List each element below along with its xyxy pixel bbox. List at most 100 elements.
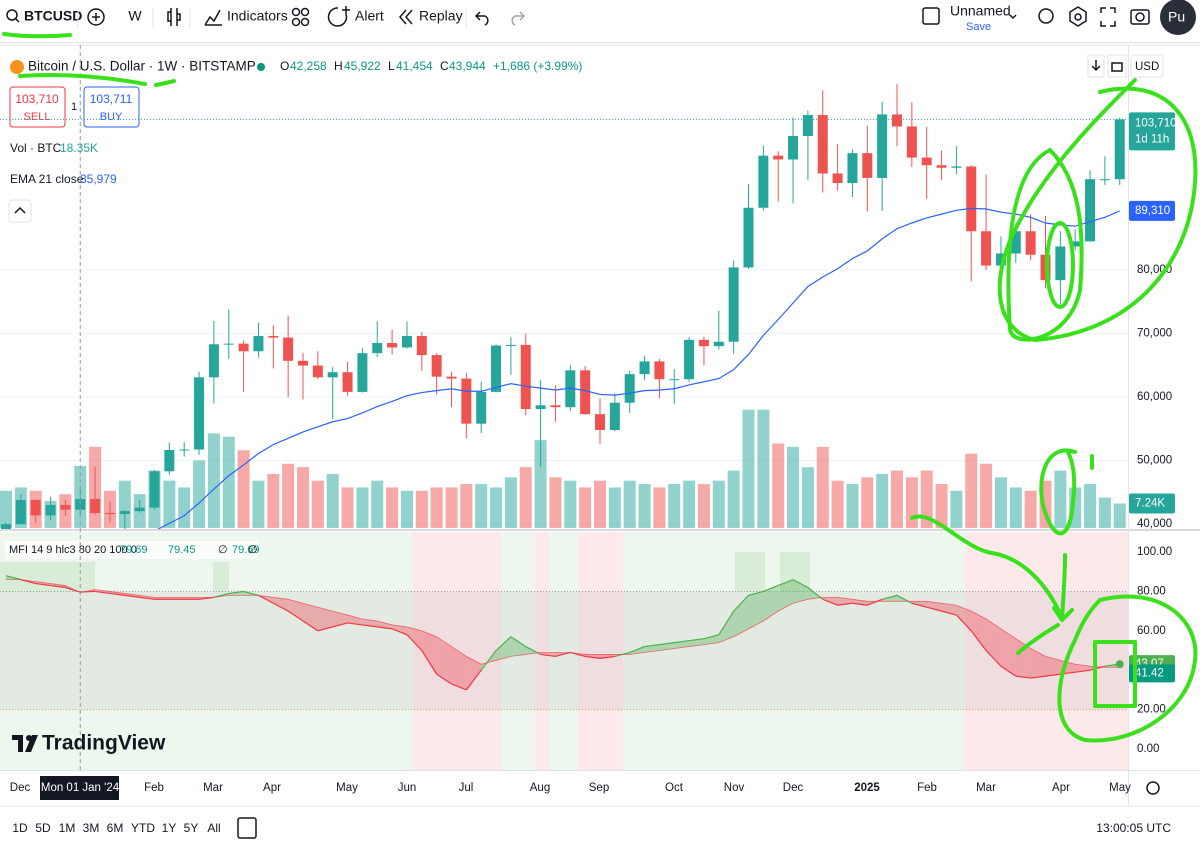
volume-bar xyxy=(683,480,696,528)
search-icon[interactable] xyxy=(6,9,18,21)
mfi-fill xyxy=(496,636,511,661)
redo[interactable] xyxy=(511,11,526,26)
range-button[interactable]: 6M xyxy=(107,821,124,835)
volume-bar xyxy=(564,480,577,528)
change: +1,686 (+3.99%) xyxy=(493,59,582,73)
replay-icon[interactable] xyxy=(399,9,413,25)
alert[interactable]: Alert xyxy=(355,8,384,24)
candle-body xyxy=(238,343,249,352)
layout-name[interactable]: Unnamed xyxy=(950,3,1011,19)
mfi-fill xyxy=(971,611,987,651)
axis-settings[interactable] xyxy=(1146,781,1160,795)
quick-search[interactable] xyxy=(1038,8,1054,24)
candle-body xyxy=(847,153,858,183)
snapshot[interactable] xyxy=(1130,9,1150,25)
candle-body xyxy=(817,115,828,174)
candle-body xyxy=(862,153,873,178)
undo[interactable] xyxy=(474,11,489,26)
time-axis-label: May xyxy=(1109,782,1131,794)
candle-body xyxy=(684,339,695,380)
mfi-line xyxy=(332,622,348,628)
layout-menu[interactable] xyxy=(1009,14,1017,20)
range-button[interactable]: 3M xyxy=(83,821,100,835)
add-symbol-icon xyxy=(92,13,100,21)
candle-body xyxy=(832,173,843,183)
volume-bar xyxy=(1113,503,1126,528)
save[interactable]: Save xyxy=(966,21,991,33)
candle-body xyxy=(372,343,383,354)
alert-icon[interactable] xyxy=(327,6,350,27)
fullscreen[interactable] xyxy=(1100,7,1116,27)
collapse-icon xyxy=(14,206,26,214)
templates-icon[interactable] xyxy=(291,7,310,27)
volume-legend[interactable]: Vol · BTC xyxy=(10,141,62,155)
mfi-line xyxy=(896,594,913,604)
collapse-legend[interactable] xyxy=(8,199,32,223)
currency-box[interactable] xyxy=(1130,54,1164,78)
range-button[interactable]: All xyxy=(207,821,220,835)
indicators-icon[interactable] xyxy=(204,9,222,26)
mfi-line xyxy=(50,584,66,589)
mfi-line xyxy=(287,610,304,622)
candle-body xyxy=(75,498,86,510)
candle-body xyxy=(951,166,962,168)
range-button[interactable]: 5Y xyxy=(184,821,199,835)
candle-body xyxy=(268,336,279,338)
avatar[interactable] xyxy=(1160,0,1196,35)
symbol-title[interactable]: Bitcoin / U.S. Dollar · 1W · BITSTAMP xyxy=(28,59,256,74)
candle-body xyxy=(936,165,947,168)
range-button[interactable]: 5D xyxy=(35,821,51,835)
candle-body xyxy=(60,504,71,510)
range-button[interactable]: YTD xyxy=(131,821,155,835)
chart-type[interactable] xyxy=(167,8,181,26)
mfi-fill xyxy=(763,585,779,621)
symbol[interactable]: BTCUSD xyxy=(24,8,82,24)
ema-legend[interactable]: EMA 21 close xyxy=(10,172,84,186)
interval[interactable]: W xyxy=(128,8,142,24)
replay[interactable]: Replay xyxy=(419,8,463,24)
ohlc-value: 45,922 xyxy=(344,59,381,73)
range-button[interactable]: 1D xyxy=(12,821,28,835)
volume-bar xyxy=(876,473,889,528)
volume-bar xyxy=(638,484,651,528)
mfi-last-dot xyxy=(1115,660,1124,669)
download-btn[interactable] xyxy=(1087,54,1105,78)
mfi-line xyxy=(480,650,497,671)
indicators[interactable]: Indicators xyxy=(227,8,288,24)
range-button[interactable]: 1Y xyxy=(162,821,177,835)
mfi-fill xyxy=(288,599,303,621)
volume-bar xyxy=(697,484,710,528)
volume-bar xyxy=(980,463,993,528)
mfi-line xyxy=(451,683,467,691)
volume-last-label-box xyxy=(1129,493,1175,514)
volume-bar xyxy=(326,473,339,528)
logo xyxy=(26,735,32,741)
range-button[interactable]: 1M xyxy=(59,821,76,835)
candle-body xyxy=(654,361,665,380)
currency[interactable]: USD xyxy=(1135,61,1159,73)
mfi-legend[interactable]: MFI 14 9 hlc3 80 20 100 0 xyxy=(9,544,137,556)
volume-bar xyxy=(712,480,725,528)
volume-bar xyxy=(772,443,785,528)
candle-body xyxy=(520,344,531,410)
candle-body xyxy=(461,378,472,424)
volume-bar xyxy=(787,446,800,528)
mfi-line xyxy=(674,640,690,644)
layout-icon[interactable] xyxy=(922,7,940,25)
candle-body xyxy=(892,114,902,127)
volume-bar xyxy=(282,463,295,528)
sell-button[interactable] xyxy=(9,86,66,128)
ohlc-value: 41,454 xyxy=(396,59,433,73)
lock-btn[interactable] xyxy=(1107,54,1127,78)
settings[interactable] xyxy=(1069,6,1087,27)
buy-button[interactable] xyxy=(83,86,140,128)
date-range-icon[interactable] xyxy=(237,817,257,839)
mfi-line xyxy=(391,628,408,636)
settings-icon xyxy=(1074,13,1082,21)
mfi-fill xyxy=(926,601,942,612)
chart-layer: 80,00070,00060,00050,00040,000100.0080.0… xyxy=(0,45,1177,800)
add-symbol[interactable] xyxy=(87,8,105,26)
mfi-line xyxy=(495,636,512,651)
mfi-bg-zone xyxy=(0,562,95,592)
